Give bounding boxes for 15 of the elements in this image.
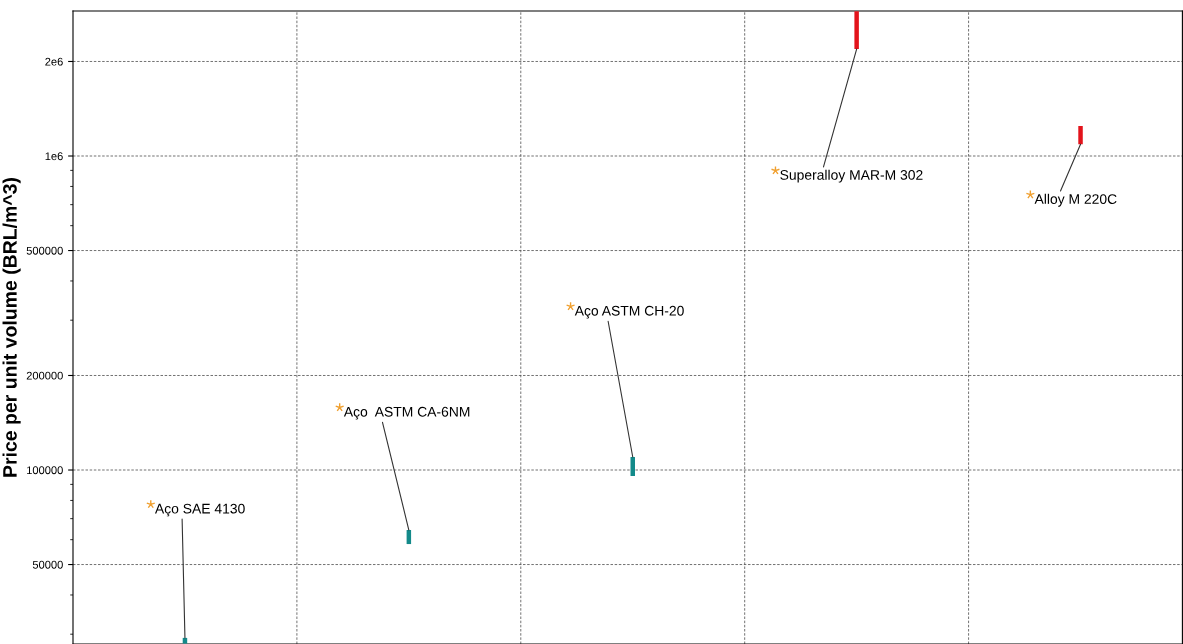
y-tick-label: 2e6 [45, 57, 63, 66]
y-tick-label: 1e6 [45, 152, 63, 161]
bar [1078, 126, 1083, 145]
bar [182, 637, 188, 644]
annotation: Alloy M 220C [1034, 193, 1117, 207]
y-tick-label: 500000 [26, 246, 63, 255]
bar [854, 11, 859, 50]
y-tick-label: 100000 [27, 466, 63, 475]
y-tick-label: 200000 [26, 371, 63, 380]
annotation: Aço SAE 4130 [154, 503, 245, 517]
y-axis-title: Price per unit volume (BRL/m^3) [2, 178, 21, 477]
y-tick-label: 50000 [32, 560, 63, 569]
annotation: Superalloy MAR-M 302 [780, 169, 923, 183]
annotation: Aço ASTM CH-20 [574, 305, 684, 319]
annotation: Aço ASTM CA-6NM [343, 406, 470, 420]
